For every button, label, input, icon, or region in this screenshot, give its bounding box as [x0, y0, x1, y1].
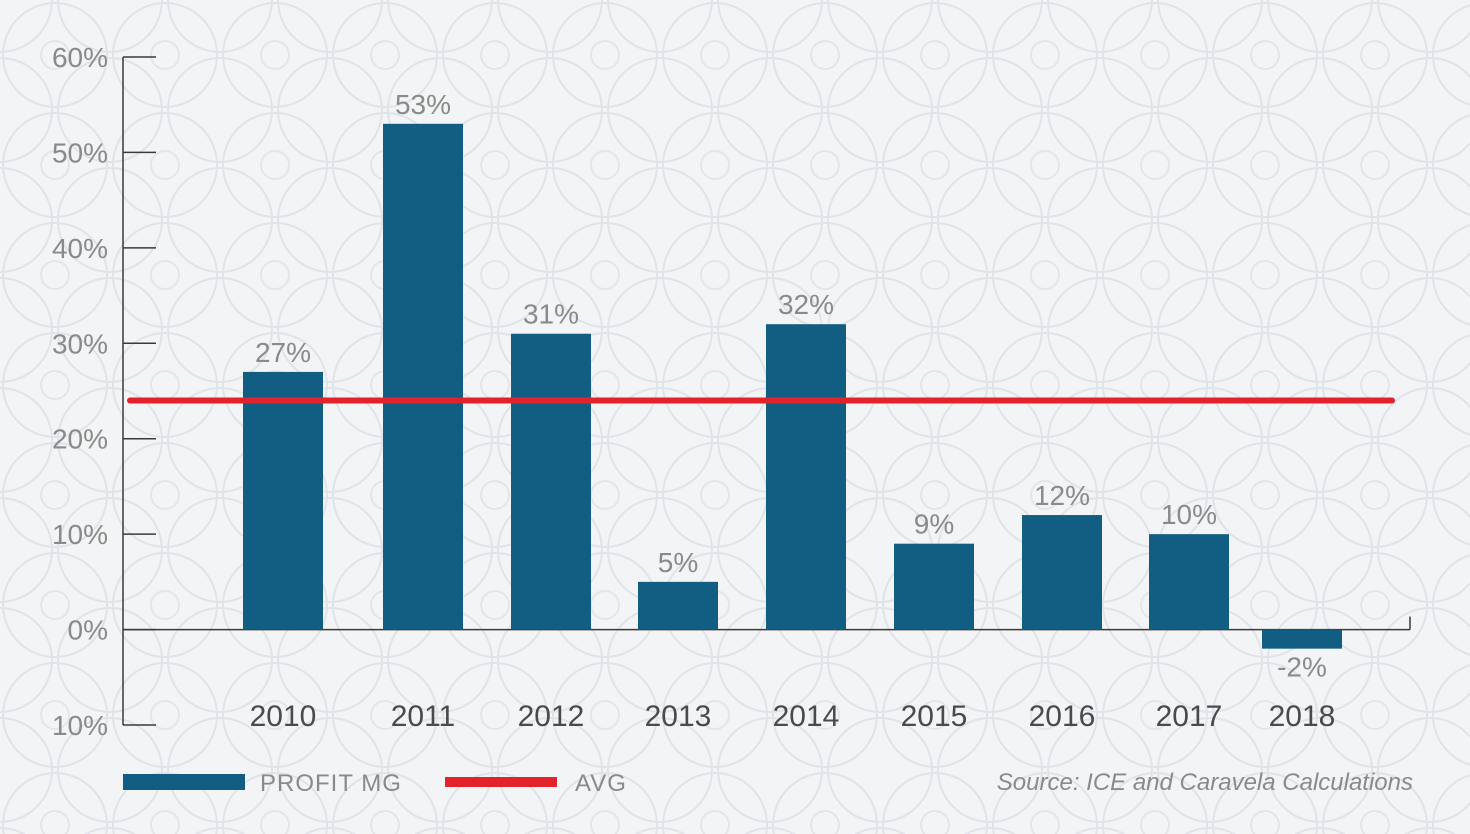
x-tick-label-2016: 2016: [1029, 700, 1096, 733]
data-label-2015: 9%: [914, 509, 954, 540]
data-label-2012: 31%: [523, 299, 579, 330]
legend-swatch-avg: [445, 777, 557, 787]
y-tick-label: 10%: [52, 519, 108, 550]
bar-2010: [243, 371, 323, 630]
legend-label-avg: AVG: [575, 770, 627, 797]
y-tick-label: 40%: [52, 233, 108, 264]
data-label-2014: 32%: [778, 289, 834, 320]
y-tick-label: 20%: [52, 424, 108, 455]
data-label-2013: 5%: [658, 547, 698, 578]
data-label-2018: -2%: [1277, 652, 1327, 683]
data-labels: 27% 53% 31% 5% 32% 9% 12% 10% -2%: [255, 89, 1327, 683]
bar-2015: [894, 543, 974, 630]
y-axis: 60% 50% 40% 30% 20% 10% 0% 10%: [52, 42, 156, 741]
x-tick-label-2012: 2012: [518, 700, 585, 733]
bar-2013: [638, 581, 718, 630]
bar-2016: [1022, 515, 1102, 630]
data-label-2016: 12%: [1034, 480, 1090, 511]
bar-2017: [1149, 534, 1229, 630]
y-tick-label: 60%: [52, 42, 108, 73]
source-note: Source: ICE and Caravela Calculations: [997, 769, 1413, 796]
y-tick-label: 10%: [52, 710, 108, 741]
bar-2014: [766, 324, 846, 630]
legend-swatch-profit-mg: [123, 774, 245, 790]
y-tick-label: 30%: [52, 328, 108, 359]
data-label-2017: 10%: [1161, 499, 1217, 530]
x-tick-label-2018: 2018: [1269, 700, 1336, 733]
bar-2012: [511, 333, 591, 630]
y-tick-label: 0%: [68, 615, 108, 646]
x-tick-label-2015: 2015: [901, 700, 968, 733]
y-tick-label: 50%: [52, 137, 108, 168]
legend: PROFIT MG AVG: [123, 770, 627, 797]
x-tick-label-2014: 2014: [773, 700, 840, 733]
legend-label-profit-mg: PROFIT MG: [260, 770, 402, 797]
x-tick-label-2011: 2011: [391, 700, 456, 733]
bars: [243, 123, 1342, 649]
data-label-2010: 27%: [255, 337, 311, 368]
x-tick-label-2017: 2017: [1156, 700, 1223, 733]
bar-2018: [1262, 629, 1342, 649]
x-tick-label-2010: 2010: [250, 700, 317, 733]
x-tick-label-2013: 2013: [645, 700, 712, 733]
bar-2011: [383, 123, 463, 630]
data-label-2011: 53%: [395, 89, 451, 120]
